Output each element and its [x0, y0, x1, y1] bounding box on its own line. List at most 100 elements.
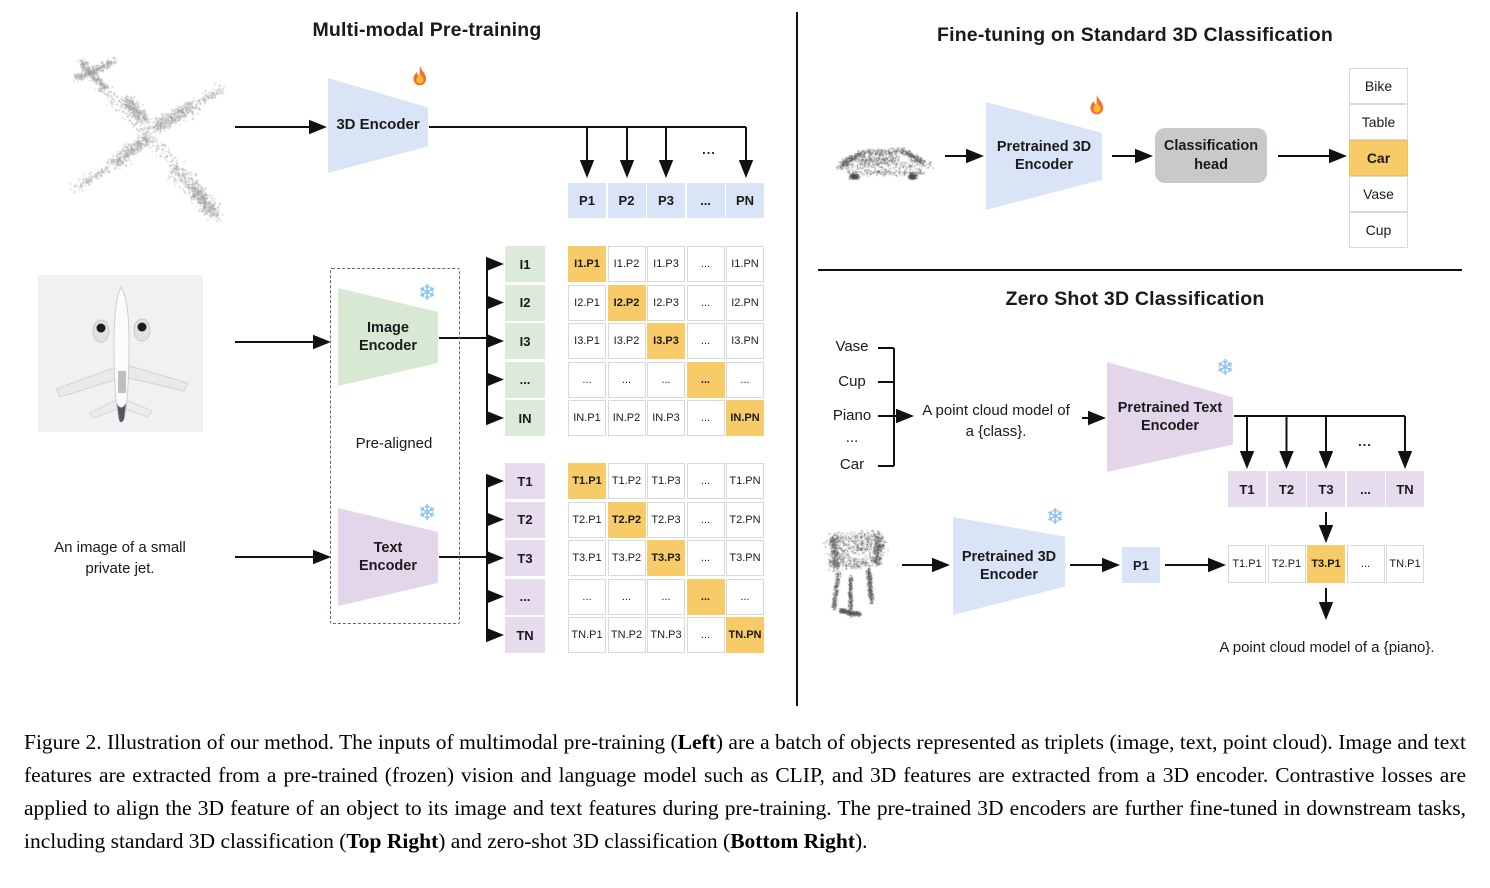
figure-caption: Figure 2. Illustration of our method. Th… — [24, 726, 1466, 858]
text-similarity-cell: TN.PN — [726, 617, 764, 653]
zeroshot-class-label: Cup — [838, 373, 866, 390]
image-similarity-cell: IN.P1 — [568, 400, 606, 436]
text-similarity-cell: TN.P2 — [607, 617, 646, 653]
image-similarity-cell: I1.P2 — [607, 246, 646, 282]
t-arrows-ellipsis: ... — [1358, 434, 1372, 449]
t-label-cell: ... — [505, 578, 545, 615]
text-similarity-cell: T2.P1 — [568, 501, 606, 538]
zeroshot-class-label: Piano — [832, 407, 872, 424]
image-point-similarity-matrix: I1.P1 I1.P2 I1.P3... I1.PN I2.P1 I2.P2 I2.P3..… — [568, 246, 764, 436]
snowflake-icon-2: ❄ — [418, 501, 437, 526]
class-list-item: Table — [1349, 104, 1408, 140]
p1-label: P1 — [1133, 557, 1149, 573]
image-feature-column: I1 I2 I3... IN — [505, 246, 545, 436]
text-feature-column: T1 T2 T3... TN — [505, 463, 545, 653]
finetune-title: Fine-tuning on Standard 3D Classificatio… — [936, 24, 1334, 46]
image-similarity-cell: I3.P3 — [647, 323, 685, 359]
image-similarity-cell: I2.P3 — [647, 284, 685, 321]
image-similarity-cell: IN.P2 — [607, 400, 646, 436]
match-cell: T2.P1 — [1267, 545, 1306, 583]
pretrained-text-encoder-label: Pretrained Text Encoder — [1117, 399, 1223, 434]
fire-icon — [406, 64, 434, 92]
image-similarity-cell: ... — [568, 361, 606, 398]
image-similarity-cell: I3.P1 — [568, 323, 606, 359]
text-similarity-cell: T1.PN — [726, 463, 764, 499]
image-encoder-label: Image Encoder — [358, 319, 417, 354]
image-similarity-cell: ... — [686, 246, 725, 282]
text-similarity-cell: T3.P3 — [647, 540, 685, 576]
text-similarity-cell: ... — [726, 578, 764, 615]
p-arrows-ellipsis: ... — [702, 142, 716, 157]
caption-text: Figure 2. Illustration of our method. Th… — [24, 730, 678, 754]
zeroshot-class-label: Vase — [835, 338, 869, 355]
text-similarity-cell: TN.P3 — [647, 617, 685, 653]
text-similarity-cell: T2.P2 — [607, 501, 646, 538]
snowflake-icon-3: ❄ — [1216, 356, 1235, 381]
text-similarity-cell: T1.P1 — [568, 463, 606, 499]
pre-aligned-label: Pre-aligned — [355, 435, 433, 452]
text-similarity-cell: T3.P1 — [568, 540, 606, 576]
i-label-cell: I3 — [505, 323, 545, 359]
match-cell: ... — [1346, 545, 1385, 583]
image-similarity-cell: ... — [686, 400, 725, 436]
classification-head-block: Classification head — [1155, 128, 1267, 183]
caption-text: ) are a batch of objects represented as … — [24, 730, 1466, 853]
text-encoder-label: Text Encoder — [358, 539, 417, 574]
similarity-match-row: T1.P1 T2.P1 T3.P1... TN.P1 — [1228, 545, 1424, 583]
image-similarity-cell: I3.P2 — [607, 323, 646, 359]
caption-bold-ref: Left — [677, 730, 716, 754]
t-cell: ... — [1346, 471, 1385, 507]
match-cell: T1.P1 — [1228, 545, 1266, 583]
piano-point-cloud — [820, 528, 892, 620]
image-similarity-cell: I1.P1 — [568, 246, 606, 282]
p-cell: P2 — [607, 183, 646, 218]
text-point-similarity-matrix: T1.P1 T1.P2 T1.P3... T1.PN T2.P1 T2.P2 T2.P3..… — [568, 463, 764, 653]
fire-icon-2 — [1083, 93, 1111, 121]
class-list: Bike Table Car Vase Cup — [1349, 68, 1408, 248]
text-similarity-cell: ... — [686, 578, 725, 615]
text-feature-row: T1 T2 T3... TN — [1228, 471, 1424, 507]
airplane-point-cloud — [53, 48, 243, 228]
image-similarity-cell: I2.P2 — [607, 284, 646, 321]
text-similarity-cell: ... — [686, 617, 725, 653]
image-similarity-cell: ... — [607, 361, 646, 398]
t-label-cell: T3 — [505, 540, 545, 576]
airplane-image — [38, 275, 203, 432]
image-similarity-cell: I1.PN — [726, 246, 764, 282]
text-similarity-cell: ... — [686, 540, 725, 576]
text-similarity-cell: ... — [686, 463, 725, 499]
text-similarity-cell: T1.P3 — [647, 463, 685, 499]
image-similarity-cell: ... — [726, 361, 764, 398]
p-cell: PN — [726, 183, 764, 218]
text-similarity-cell: ... — [568, 578, 606, 615]
text-similarity-cell: ... — [607, 578, 646, 615]
class-list-item: Vase — [1349, 176, 1408, 212]
i-label-cell: I2 — [505, 284, 545, 321]
snowflake-icon: ❄ — [418, 281, 437, 306]
pretraining-title: Multi-modal Pre-training — [312, 19, 542, 41]
match-cell: T3.P1 — [1307, 545, 1345, 583]
classification-head-label: Classification head — [1163, 137, 1259, 173]
prompt-template-text: A point cloud model of a {class}. — [922, 402, 1070, 440]
i-label-cell: ... — [505, 361, 545, 398]
text-similarity-cell: ... — [647, 578, 685, 615]
zeroshot-result-text: A point cloud model of a {piano}. — [1219, 639, 1435, 656]
pretrained-3d-encoder-label: Pretrained 3D Encoder — [996, 138, 1092, 173]
zeroshot-class-list: Vase Cup Piano... Car — [820, 330, 884, 480]
snowflake-icon-4: ❄ — [1046, 505, 1065, 530]
text-input-caption: An image of a small private jet. — [54, 539, 186, 577]
text-similarity-cell: T3.P2 — [607, 540, 646, 576]
pre-aligned-box — [330, 268, 460, 624]
class-list-item: Bike — [1349, 68, 1408, 104]
p-cell: P1 — [568, 183, 606, 218]
caption-text: ). — [855, 829, 868, 853]
text-similarity-cell: TN.P1 — [568, 617, 606, 653]
i-label-cell: IN — [505, 400, 545, 436]
image-similarity-cell: IN.PN — [726, 400, 764, 436]
image-similarity-cell: I3.PN — [726, 323, 764, 359]
image-similarity-cell: I2.P1 — [568, 284, 606, 321]
image-similarity-cell: ... — [686, 361, 725, 398]
t-label-cell: T1 — [505, 463, 545, 499]
zeroshot-title: Zero Shot 3D Classification — [1005, 288, 1265, 310]
i-label-cell: I1 — [505, 246, 545, 282]
